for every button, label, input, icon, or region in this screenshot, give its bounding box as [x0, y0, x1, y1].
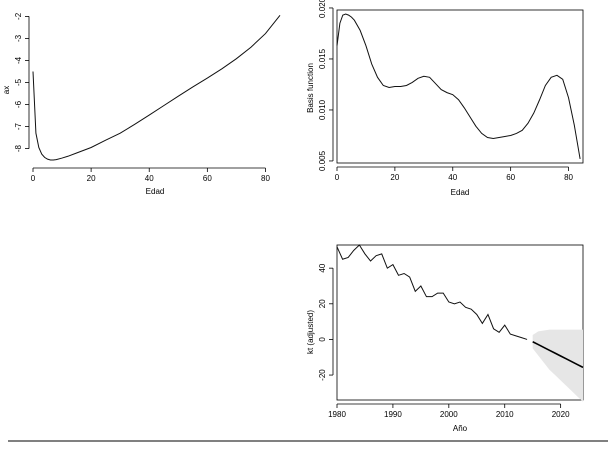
ax-y-tick-label: -3 — [14, 34, 23, 42]
basis-series-line — [336, 13, 581, 160]
ax-x-tick-label: 80 — [261, 174, 270, 183]
basis-xlabel: Edad — [451, 188, 470, 197]
ax-x-tick-label: 0 — [31, 174, 36, 183]
ax-x-tick-label: 60 — [203, 174, 212, 183]
kt-y-tick-label: 40 — [318, 263, 327, 272]
kt-y-tick-label: 0 — [318, 337, 327, 342]
ax-x-tick-label: 20 — [87, 174, 96, 183]
ax-chart: Edad ax 0 20 40 60 80 -8 -7 -6 -5 -4 -3 -2 — [2, 12, 281, 196]
ax-series-line — [32, 14, 281, 161]
ax-y-tick-label: -2 — [14, 12, 23, 20]
ax-y-tick-label: -4 — [14, 56, 23, 64]
kt-plot-frame — [336, 244, 584, 401]
ax-y-tick-label: -7 — [14, 122, 23, 130]
basis-x-tick-label: 80 — [564, 173, 573, 182]
kt-forecast-chart: Año kt (adjusted) 1980 1990 2000 2010 2020 -2… — [306, 244, 584, 433]
basis-plot-frame — [336, 9, 584, 164]
kt-y-tick-label: -20 — [318, 369, 327, 381]
kt-prediction-interval — [532, 329, 583, 402]
basis-y-tick-label: 0.005 — [318, 150, 327, 171]
kt-x-tick-label: 2010 — [496, 410, 514, 419]
kt-x-tick-label: 1990 — [384, 410, 402, 419]
ax-y-tick-label: -5 — [14, 78, 23, 86]
kt-x-tick-label: 1980 — [328, 410, 346, 419]
kt-y-tick-label: 20 — [318, 299, 327, 308]
kt-x-tick-label: 2020 — [552, 410, 570, 419]
kt-x-tick-label: 2000 — [440, 410, 458, 419]
ax-y-tick-label: -6 — [14, 100, 23, 108]
basis-y-tick-label: 0.020 — [318, 0, 327, 18]
kt-series-line — [336, 244, 528, 340]
basis-ylabel: Basis function — [306, 63, 315, 113]
basis-y-tick-label: 0.010 — [318, 99, 327, 120]
basis-function-chart: Edad Basis function 0 20 40 60 80 0.005 0.010 0… — [306, 0, 584, 197]
basis-y-tick-label: 0.015 — [318, 48, 327, 69]
basis-x-tick-label: 20 — [390, 173, 399, 182]
kt-ylabel: kt (adjusted) — [306, 310, 315, 354]
basis-x-tick-label: 60 — [506, 173, 515, 182]
kt-xlabel: Año — [453, 424, 468, 433]
kt-forecast-mean-line — [532, 341, 584, 369]
ax-xlabel: Edad — [146, 187, 165, 196]
ax-x-tick-label: 40 — [145, 174, 154, 183]
ax-ylabel: ax — [2, 86, 11, 94]
ax-y-tick-label: -8 — [14, 144, 23, 152]
basis-x-tick-label: 0 — [335, 173, 340, 182]
basis-x-tick-label: 40 — [448, 173, 457, 182]
